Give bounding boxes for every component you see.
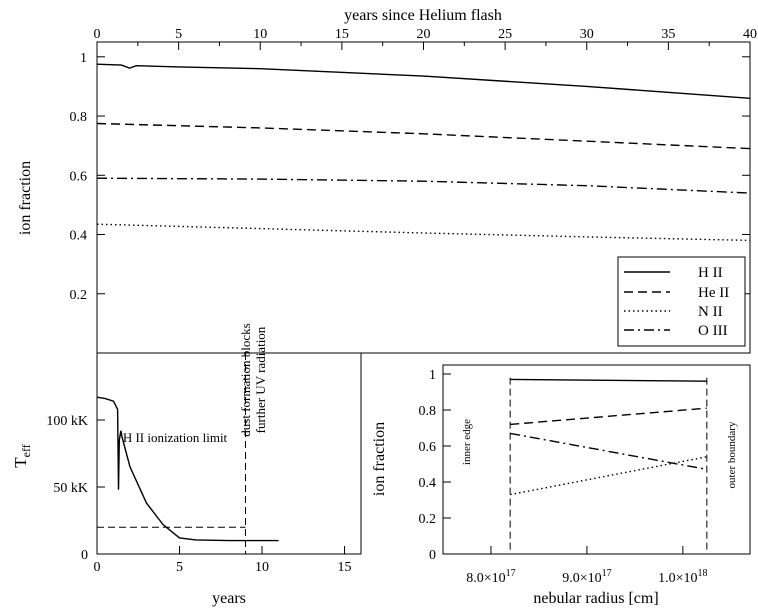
top-y-tick-label: 0.8 — [70, 110, 88, 125]
ionization-limit-label: H II ionization limit — [123, 430, 228, 445]
radius-y-tick-label: 0.2 — [419, 512, 437, 527]
teff-ticks: 0 5 10 15 0 50 kK 100 kK — [46, 414, 351, 575]
dust-annotation: dust formation blocks further UV radiati… — [238, 323, 268, 436]
teff-x-axis-label: years — [212, 590, 246, 607]
radius-y-tick-label: 0.8 — [419, 404, 437, 419]
radius-x-axis-label: nebular radius [cm] — [533, 590, 658, 607]
teff-lines — [96, 353, 279, 554]
top-series-o-iii — [96, 177, 751, 194]
top-x-tick-label: 10 — [253, 27, 267, 42]
teff-y-tick-label: 0 — [81, 548, 88, 563]
top-x-tick-label: 30 — [580, 27, 594, 42]
teff-y-tick-label: 100 kK — [46, 414, 88, 429]
radius-series-n-ii — [510, 456, 707, 496]
top-x-tick-label: 0 — [94, 27, 101, 42]
top-x-tick-label: 40 — [743, 27, 757, 42]
top-series-h-ii — [96, 63, 751, 99]
radius-y-tick-label: 0.4 — [419, 476, 437, 491]
teff-curve — [96, 396, 279, 542]
radius-x-tick-label: 8.0×1017 — [466, 568, 515, 586]
legend-label-h2: H II — [698, 265, 723, 281]
radius-series-he-ii — [510, 407, 707, 426]
top-lines — [96, 63, 751, 242]
legend-label-he2: He II — [698, 285, 729, 301]
teff-plot-frame — [96, 352, 362, 555]
radius-ticks: 8.0×1017 9.0×1017 1.0×1018 0 0.2 0.4 0.6 0.8 1 — [419, 368, 708, 586]
teff-x-tick-label: 5 — [176, 560, 183, 575]
teff-y-tick-label: 50 kK — [53, 481, 88, 496]
inner-edge-label: inner edge — [461, 419, 473, 465]
teff-y-axis-label-sub: eff — [19, 444, 33, 457]
top-x-axis-label: years since Helium flash — [344, 7, 502, 24]
radius-x-tick-label: 1.0×1018 — [658, 568, 707, 586]
top-y-tick-label: 1 — [80, 51, 87, 66]
radius-y-axis-label: ion fraction — [371, 422, 388, 496]
top-y-tick-label: 0.4 — [70, 229, 88, 244]
radius-panel: 8.0×1017 9.0×1017 1.0×1018 0 0.2 0.4 0.6 0.8 1 n… — [371, 364, 751, 607]
radius-y-tick-label: 1 — [429, 368, 436, 383]
teff-panel: 0 5 10 15 0 50 kK 100 kK years Teff H II ioniz… — [11, 323, 362, 607]
radius-y-tick-label: 0 — [429, 548, 436, 563]
top-y-tick-label: 0.2 — [70, 288, 88, 303]
teff-y-axis-label-main: T — [11, 457, 30, 468]
top-x-tick-label: 5 — [175, 27, 182, 42]
top-x-tick-label: 25 — [498, 27, 512, 42]
top-x-tick-label: 35 — [661, 27, 675, 42]
legend: H II He II N II O III — [617, 256, 746, 347]
teff-x-tick-label: 10 — [255, 560, 269, 575]
radius-y-tick-label: 0.6 — [419, 440, 437, 455]
teff-x-tick-label: 0 — [94, 560, 101, 575]
radius-lines — [509, 377, 708, 554]
radius-x-tick-label: 9.0×1017 — [562, 568, 611, 586]
top-series-he-ii — [96, 122, 751, 150]
radius-series-o-iii — [510, 432, 707, 471]
teff-y-axis-label: Teff — [11, 444, 33, 468]
outer-boundary-label: outer boundary — [726, 421, 738, 488]
radius-series-h-ii — [510, 378, 707, 382]
legend-label-o3: O III — [698, 323, 728, 339]
top-panel: 0 5 10 15 20 25 30 35 40 0.2 0.4 0.6 0.8 1 years sinc… — [17, 7, 758, 354]
top-series-n-ii — [96, 223, 751, 242]
top-y-axis-label: ion fraction — [17, 161, 34, 235]
top-x-tick-label: 15 — [335, 27, 349, 42]
dust-annotation-line-1: dust formation blocks — [238, 323, 253, 436]
radius-plot-frame — [442, 364, 751, 555]
legend-label-n2: N II — [698, 304, 723, 320]
svg-text:Teff: Teff — [11, 444, 33, 468]
top-ticks: 0 5 10 15 20 25 30 35 40 0.2 0.4 0.6 0.8 1 — [70, 27, 758, 303]
dust-annotation-line-2: further UV radiation — [253, 326, 268, 433]
top-x-tick-label: 20 — [417, 27, 431, 42]
teff-x-tick-label: 15 — [338, 560, 352, 575]
top-y-tick-label: 0.6 — [70, 169, 88, 184]
